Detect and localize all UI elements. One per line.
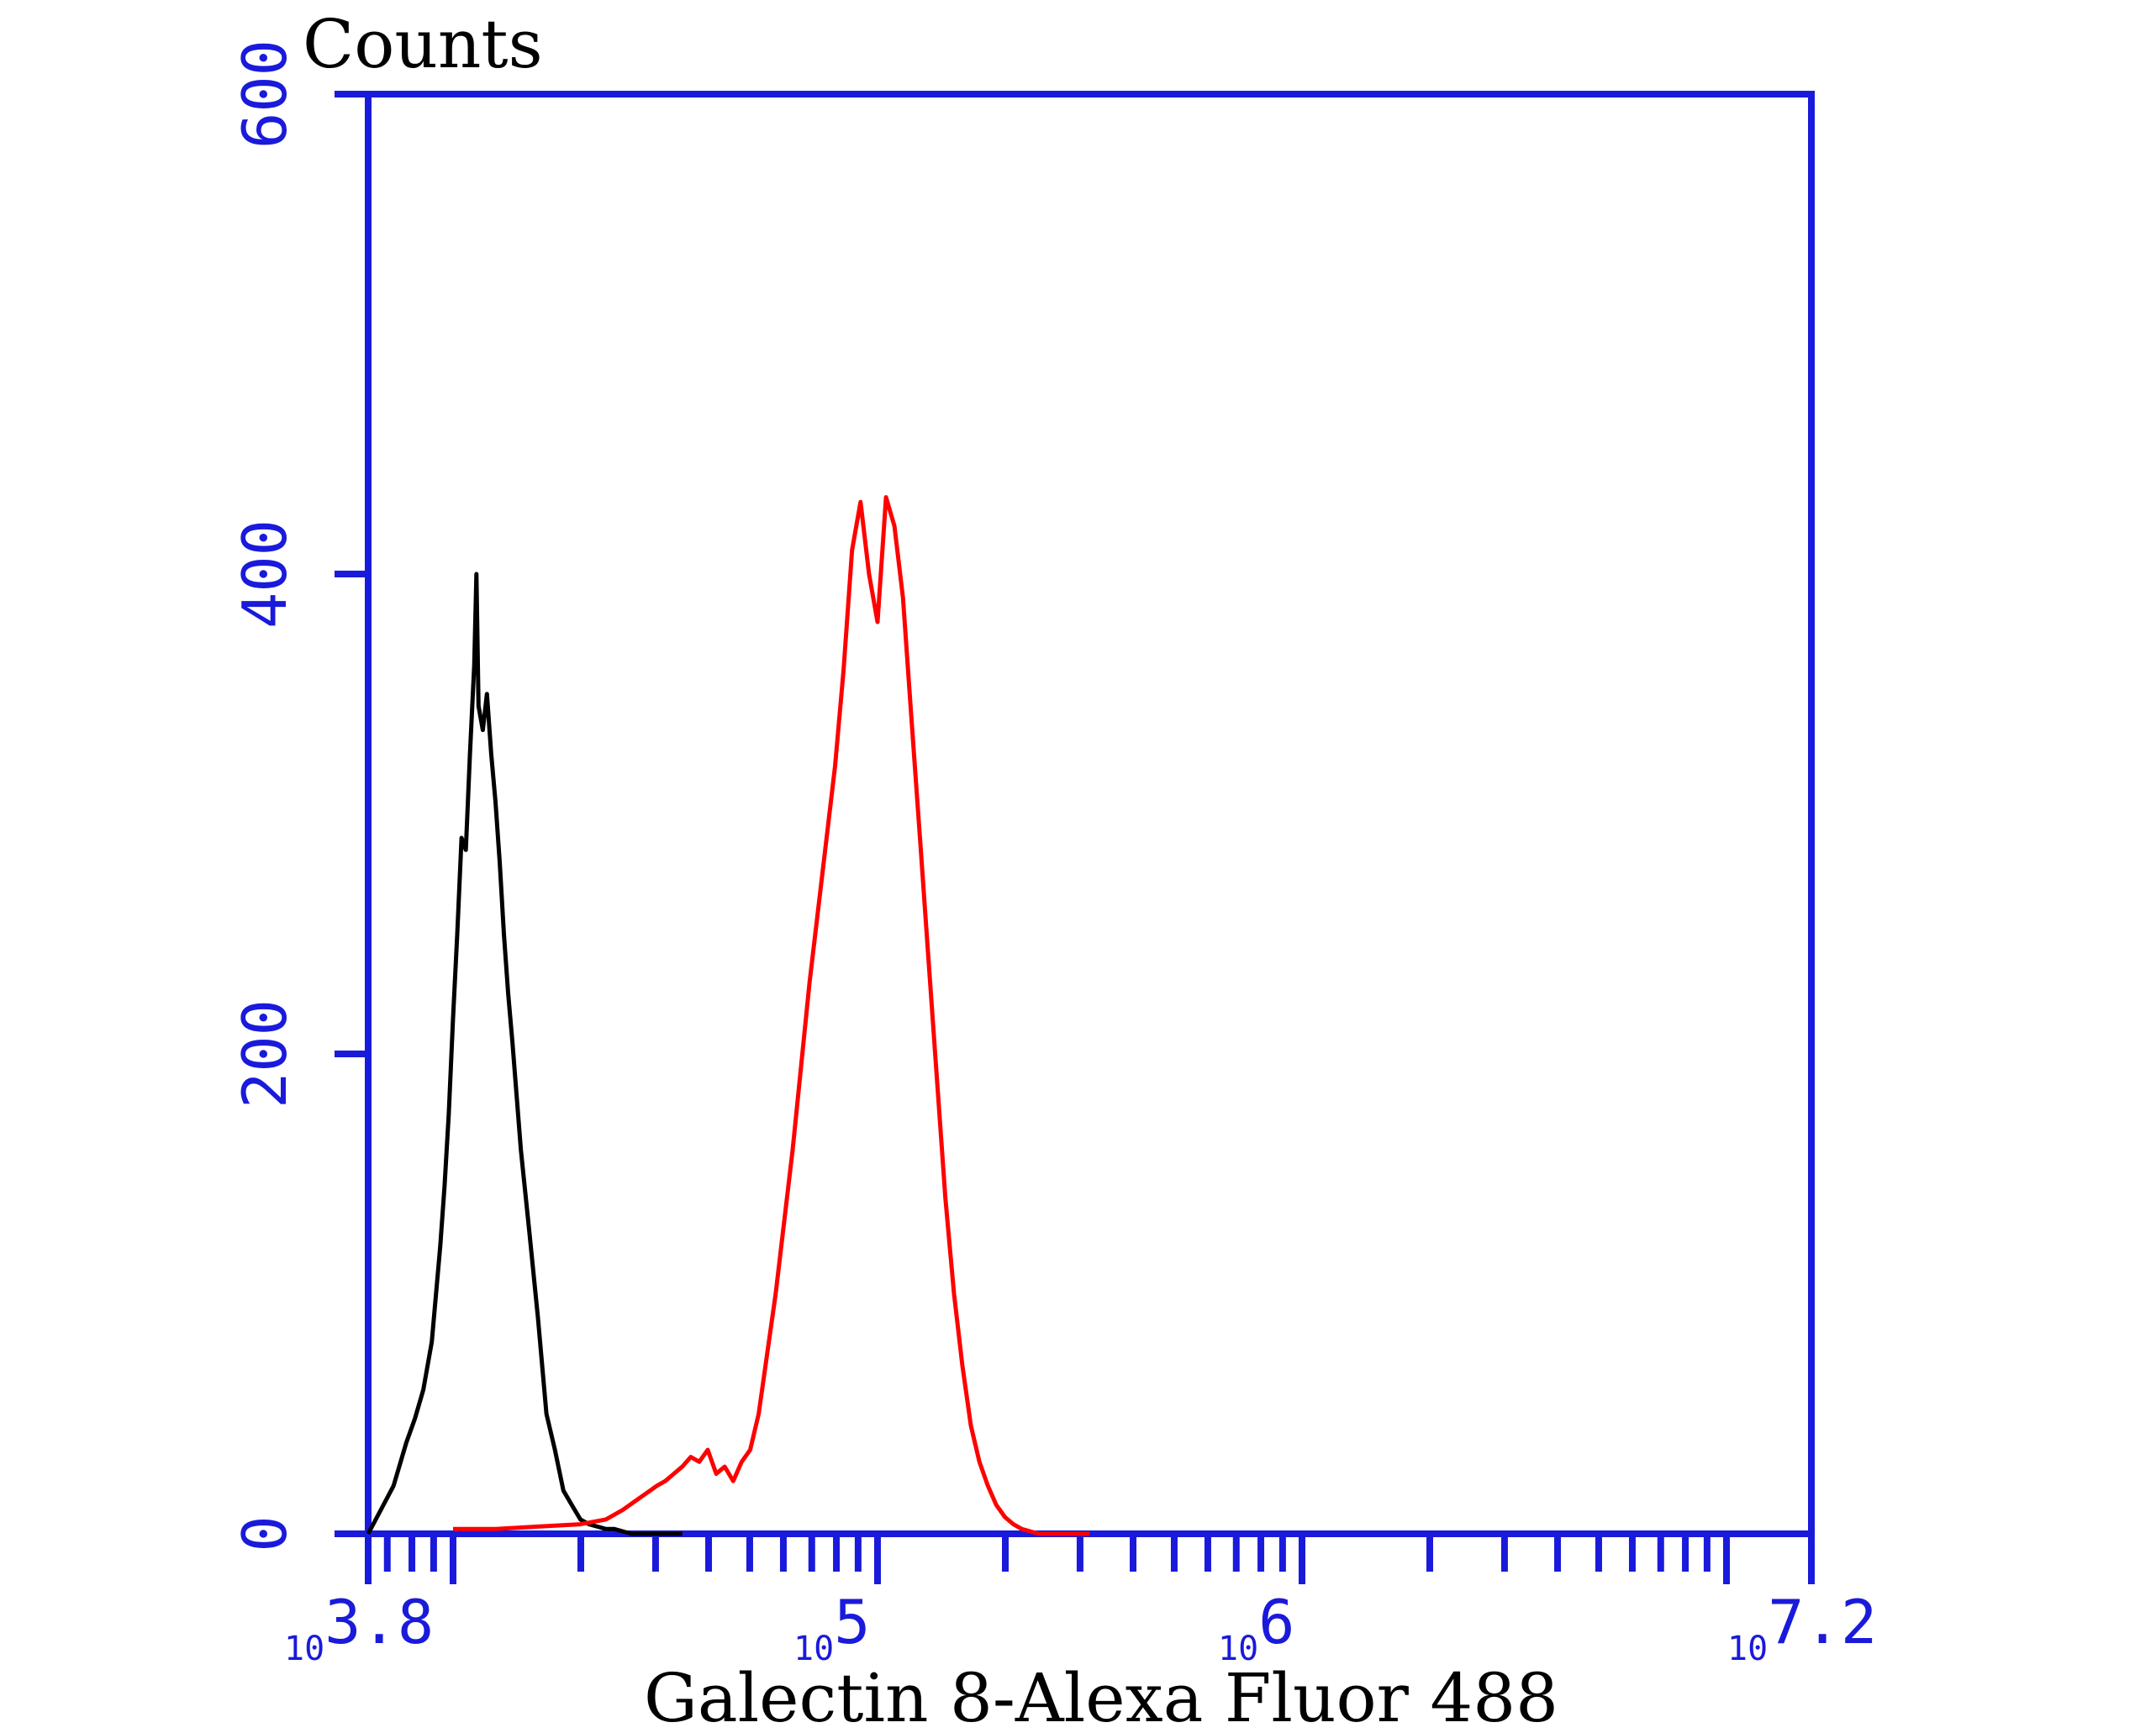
x-tick-label: 103.8 [284,1587,434,1668]
x-tick-base: 10 [1727,1630,1768,1668]
x-tick-label: 107.2 [1727,1587,1877,1668]
x-tick-label: 105 [793,1587,871,1668]
labels-layer: Counts Galectin 8-Alexa Fluor 488 0 200 40… [229,5,1877,1733]
x-tick-label: 106 [1218,1587,1295,1668]
plot-frame [365,91,1815,1537]
y-tick-label: 200 [229,999,300,1109]
y-axis-label: Counts [303,5,543,83]
x-tick-base: 10 [284,1630,324,1668]
axes-layer [335,91,1815,1584]
x-tick-base: 10 [793,1630,834,1668]
series-layer [366,495,1090,1536]
x-tick-exponent: 7.2 [1768,1587,1877,1657]
y-tick-label: 0 [229,1515,300,1551]
y-tick-label: 400 [229,519,300,629]
x-axis-label: Galectin 8-Alexa Fluor 488 [644,1659,1558,1729]
x-tick-exponent: 5 [834,1587,870,1657]
series-line-2 [453,495,1090,1536]
x-tick-exponent: 6 [1258,1587,1294,1657]
y-tick-label: 600 [229,40,300,149]
series-line-1 [366,572,683,1536]
x-tick-base: 10 [1218,1630,1258,1668]
x-tick-exponent: 3.8 [324,1587,434,1657]
